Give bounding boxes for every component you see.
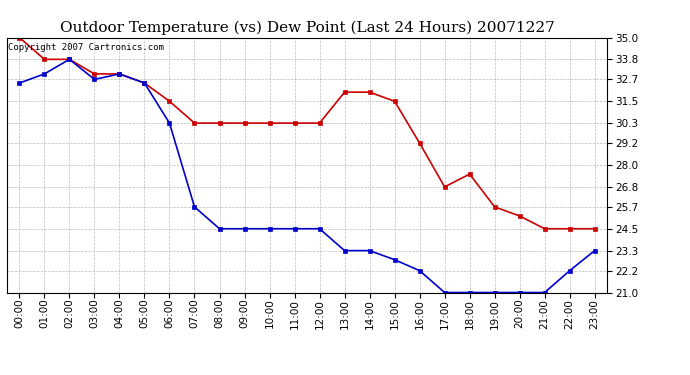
- Title: Outdoor Temperature (vs) Dew Point (Last 24 Hours) 20071227: Outdoor Temperature (vs) Dew Point (Last…: [59, 21, 555, 35]
- Text: Copyright 2007 Cartronics.com: Copyright 2007 Cartronics.com: [8, 43, 164, 52]
